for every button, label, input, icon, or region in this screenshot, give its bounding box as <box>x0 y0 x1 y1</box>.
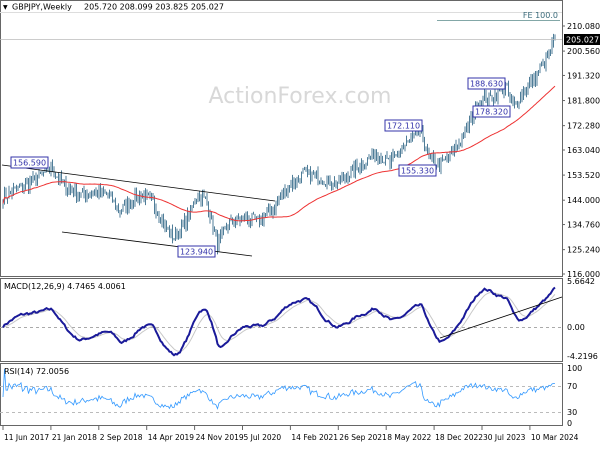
date-tick-label: 14 Apr 2019 <box>148 433 195 442</box>
price-tick-label: 210.080 <box>567 22 600 31</box>
date-tick-label: 14 Feb 2021 <box>291 433 338 442</box>
date-tick-label: 24 Nov 2019 <box>196 433 244 442</box>
macd-panel-border <box>0 278 563 362</box>
svg-text:123.940: 123.940 <box>180 248 213 257</box>
date-tick-label: 26 Sep 2021 <box>339 433 387 442</box>
price-tick-label: 125.240 <box>567 246 600 255</box>
price-tick-label: 134.760 <box>567 221 600 230</box>
rsi-title: RSI(14) 72.0056 <box>4 367 69 376</box>
date-tick-label: 5 Jul 2020 <box>244 433 282 442</box>
price-tick-label: 116.000 <box>567 270 600 279</box>
price-tick-label: 181.800 <box>567 97 600 106</box>
watermark: ActionForex.com <box>209 84 392 109</box>
channel-lower-line <box>61 231 253 257</box>
macd-tick-label: 0.00 <box>567 323 585 332</box>
channel-upper-line <box>1 164 276 202</box>
date-tick-label: 8 May 2022 <box>387 433 431 442</box>
svg-text:155.330: 155.330 <box>401 167 434 176</box>
price-tick-label: 191.320 <box>567 71 600 80</box>
price-tick-label: 200.560 <box>567 47 600 56</box>
rsi-panel-border <box>0 363 563 426</box>
date-tick-label: 2 Sep 2018 <box>100 433 143 442</box>
label-178320: 178.320 <box>472 105 511 118</box>
price-tick-label: 163.040 <box>567 146 600 155</box>
date-tick-label: 30 Jul 2023 <box>483 433 526 442</box>
rsi-tick-label: 70 <box>567 382 577 391</box>
macd-signal-line <box>2 291 556 353</box>
current-price-value: 205.027 <box>566 36 599 45</box>
svg-text:188.630: 188.630 <box>470 80 503 89</box>
rsi-tick-label: 30 <box>567 408 577 417</box>
svg-text:172.110: 172.110 <box>387 122 420 131</box>
macd-title: MACD(12,26,9) 4.7465 4.0061 <box>4 282 126 291</box>
moving-average-line <box>2 85 556 222</box>
label-155330: 155.330 <box>398 164 437 177</box>
rsi-line <box>2 368 555 410</box>
date-tick-label: 18 Dec 2022 <box>435 433 483 442</box>
date-tick-label: 11 Jun 2017 <box>4 433 49 442</box>
current-price-tag <box>564 34 600 45</box>
main-panel-border <box>0 0 563 277</box>
rsi-tick-label: 0 <box>567 419 572 428</box>
macd-line <box>2 286 556 357</box>
macd-tick-label: -4.2196 <box>567 352 598 361</box>
macd-trendline <box>439 296 563 339</box>
price-tick-label: 172.280 <box>567 122 600 131</box>
date-tick-label: 10 Mar 2024 <box>531 433 579 442</box>
price-tick-label: 153.520 <box>567 171 600 180</box>
svg-text:178.320: 178.320 <box>475 108 508 117</box>
svg-text:156.590: 156.590 <box>13 159 46 168</box>
symbol-label: GBPJPY,Weekly <box>12 3 72 12</box>
fe-100-label: FE 100.0 <box>523 11 558 20</box>
macd-tick-label: 5.6642 <box>567 277 595 286</box>
collapse-triangle-icon[interactable]: ▼ <box>3 4 8 11</box>
label-172110: 172.110 <box>384 119 423 132</box>
price-bars <box>2 33 556 255</box>
label-123940: 123.940 <box>177 245 216 258</box>
rsi-tick-label: 100 <box>567 364 582 373</box>
label-156590: 156.590 <box>10 156 49 169</box>
date-tick-label: 21 Jan 2018 <box>52 433 97 442</box>
price-tick-label: 144.000 <box>567 196 600 205</box>
label-188630: 188.630 <box>467 77 506 90</box>
ohlc-values: 205.720 208.099 203.825 205.027 <box>84 3 224 12</box>
